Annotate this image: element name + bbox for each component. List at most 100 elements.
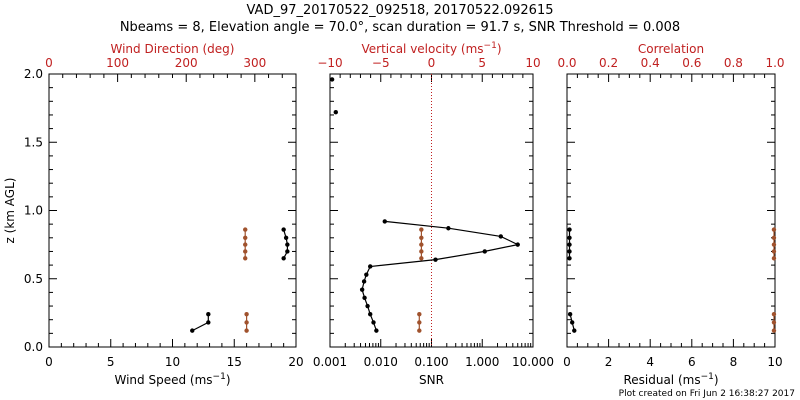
data-point-correlation xyxy=(771,235,777,240)
data-point-snr xyxy=(382,219,387,224)
data-point-wind-direction xyxy=(243,249,248,254)
data-point-vertical-velocity xyxy=(419,227,424,232)
data-point-vertical-velocity xyxy=(419,256,424,261)
x-tick-label: 0.001 xyxy=(313,355,347,369)
data-point-vertical-velocity xyxy=(417,328,422,333)
x-axis-label-end: ) xyxy=(226,373,231,387)
y-axis-label: z (km AGL) xyxy=(3,178,17,244)
x2-tick-label: 5 xyxy=(478,56,486,70)
x-tick-label: 2 xyxy=(605,355,613,369)
x2-axis-label-sup: −1 xyxy=(484,41,497,51)
x-tick-label: 5 xyxy=(107,355,115,369)
y-tick-label: 0.0 xyxy=(24,340,43,354)
data-point-wind-direction xyxy=(243,235,248,240)
data-point-snr xyxy=(359,287,365,292)
x2-tick-label: −5 xyxy=(372,56,390,70)
data-point-correlation xyxy=(771,256,777,261)
x2-tick-label: 0.0 xyxy=(557,56,576,70)
figure-title-line2: Nbeams = 8, Elevation angle = 70.0°, sca… xyxy=(120,20,680,35)
x-axis-label-end: ) xyxy=(714,373,719,387)
y-tick-label: 0.5 xyxy=(24,272,43,286)
data-point-snr xyxy=(515,242,520,247)
y-tick-label: 1.0 xyxy=(24,204,43,218)
x-tick-label: 4 xyxy=(646,355,654,369)
data-point-wind-speed xyxy=(281,227,286,232)
data-point-snr xyxy=(333,110,338,115)
data-point-residual xyxy=(567,242,572,247)
data-point-wind-speed xyxy=(190,328,195,333)
data-point-correlation xyxy=(771,328,777,333)
data-point-vertical-velocity xyxy=(417,320,422,325)
y-tick-label: 2.0 xyxy=(24,67,43,81)
data-point-snr xyxy=(329,77,335,82)
data-point-wind-direction xyxy=(244,328,249,333)
x-axis-label-main: Wind Speed (ms xyxy=(115,373,213,387)
data-point-wind-direction xyxy=(244,320,249,325)
data-point-vertical-velocity xyxy=(419,235,424,240)
x-tick-label: 20 xyxy=(288,355,303,369)
panel-1: 0.00.51.01.52.0z (km AGL)0 5 10 15 200 100 200… xyxy=(3,42,304,387)
data-point-snr xyxy=(368,264,373,269)
data-point-wind-direction xyxy=(244,312,249,317)
x-axis-label: Residual (ms−1) xyxy=(623,372,718,387)
data-point-vertical-velocity xyxy=(417,312,422,317)
x-tick-label: 10.000 xyxy=(512,355,554,369)
data-point-vertical-velocity xyxy=(419,242,424,247)
data-point-correlation xyxy=(771,312,777,317)
x-tick-label: 15 xyxy=(227,355,242,369)
data-point-snr xyxy=(365,303,370,309)
x-axis-label-main: Residual (ms xyxy=(623,373,700,387)
x2-tick-label: 0.2 xyxy=(599,56,618,70)
panel-2: 0.001 0.010 0.100 1.000 10.000 −10 −5 0 5 10 SNR Ve… xyxy=(313,41,554,387)
data-point-wind-direction xyxy=(243,256,248,261)
x-tick-label: 10 xyxy=(165,355,180,369)
x-tick-label: 0 xyxy=(563,355,571,369)
data-point-snr xyxy=(374,328,379,333)
x2-axis-label: Correlation xyxy=(638,42,704,56)
data-point-correlation xyxy=(771,242,777,247)
data-point-wind-speed xyxy=(206,320,211,325)
panel-frame xyxy=(566,73,776,348)
data-point-snr xyxy=(482,249,487,254)
data-point-residual xyxy=(567,312,573,317)
data-point-residual xyxy=(572,328,577,333)
x-tick-label: 0 xyxy=(45,355,53,369)
data-point-residual xyxy=(567,256,572,261)
series-line-wind-speed xyxy=(192,314,209,332)
plot-created-footer: Plot created on Fri Jun 2 16:38:27 2017 xyxy=(619,389,795,399)
data-point-wind-speed xyxy=(285,242,290,247)
data-point-snr xyxy=(362,295,367,301)
data-point-vertical-velocity xyxy=(419,249,424,254)
x2-axis-label-end: ) xyxy=(497,42,502,56)
x2-tick-label: 0 xyxy=(428,56,436,70)
data-point-snr xyxy=(371,320,376,325)
data-point-correlation xyxy=(771,227,777,232)
data-point-correlation xyxy=(771,249,777,254)
data-point-snr xyxy=(446,226,451,231)
series-line-snr xyxy=(361,220,520,331)
x-tick-label: 6 xyxy=(688,355,696,369)
data-point-wind-speed xyxy=(285,249,290,254)
x-tick-label: 0.010 xyxy=(364,355,398,369)
x-tick-label: 10 xyxy=(767,355,782,369)
x2-axis-label: Wind Direction (deg) xyxy=(111,42,235,56)
data-point-residual xyxy=(567,227,572,232)
data-point-residual xyxy=(567,235,572,240)
x2-tick-label: 10 xyxy=(525,56,540,70)
data-point-wind-direction xyxy=(243,242,248,247)
x2-tick-label: 300 xyxy=(243,56,266,70)
x2-axis-label: Vertical velocity (ms−1) xyxy=(361,41,501,56)
data-point-wind-direction xyxy=(243,227,248,232)
data-point-snr xyxy=(433,257,438,262)
data-point-residual xyxy=(570,320,575,325)
panel-3: 0 2 4 6 8 10 0.0 0.2 0.4 0.6 0.8 1.0 Residual (ms−1)… xyxy=(557,42,784,387)
x2-tick-label: 0.4 xyxy=(641,56,660,70)
x2-tick-label: 0.8 xyxy=(724,56,743,70)
data-point-snr xyxy=(498,234,503,239)
data-point-snr xyxy=(364,272,369,277)
x2-tick-label: 200 xyxy=(175,56,198,70)
x2-tick-label: −10 xyxy=(317,56,342,70)
x-axis-label-sup: −1 xyxy=(701,372,714,382)
x-axis-label-sup: −1 xyxy=(213,372,226,382)
